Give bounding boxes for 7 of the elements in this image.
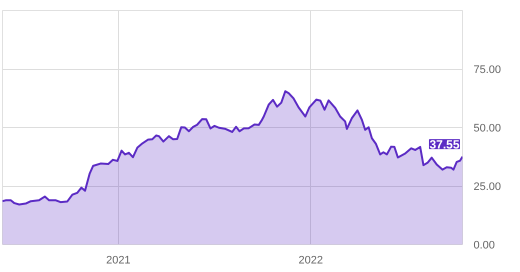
annotation: 37.55: [429, 138, 460, 152]
y-tick-label: 0.00: [474, 240, 495, 252]
x-tick-label: 2021: [106, 254, 131, 266]
y-tick-label: 50.00: [474, 122, 502, 134]
y-tick-label: 75.00: [474, 64, 502, 76]
y-tick-label: 25.00: [474, 181, 502, 193]
x-tick-label: 2022: [298, 254, 323, 266]
